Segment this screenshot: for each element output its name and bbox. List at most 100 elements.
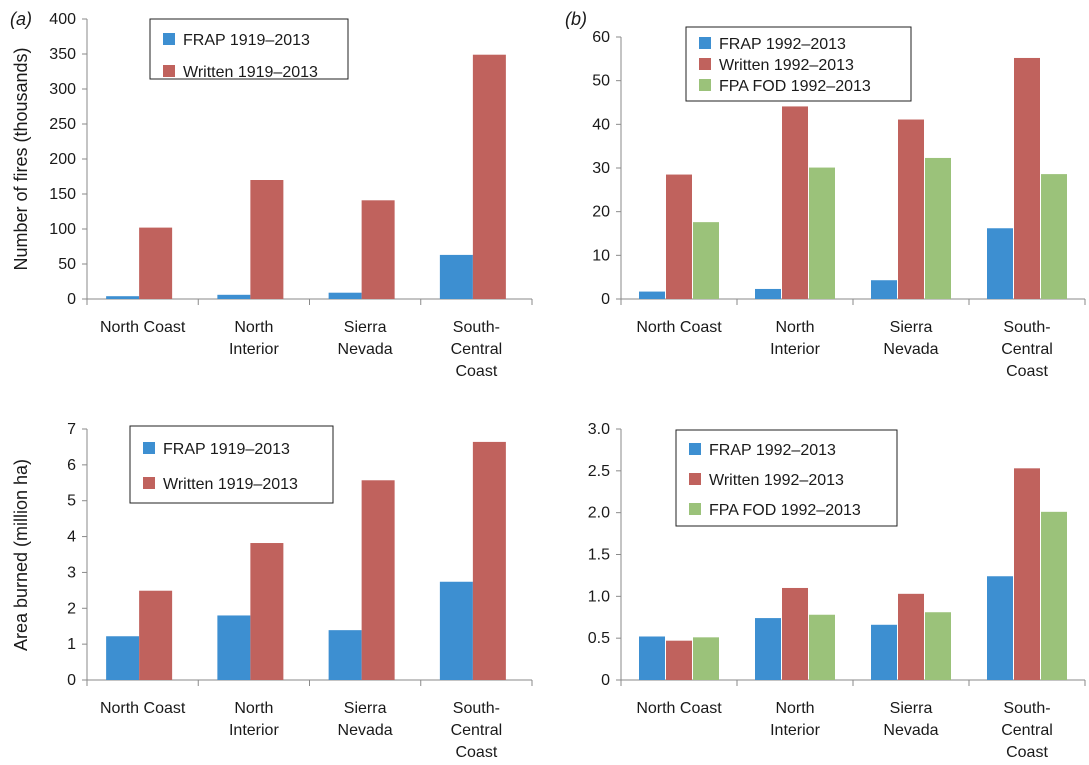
y-tick-label: 10 xyxy=(592,247,610,264)
x-category-label-line: Coast xyxy=(455,363,497,380)
legend-swatch xyxy=(163,65,175,77)
x-category-label-line: Central xyxy=(1001,722,1053,739)
x-category-label-line: South- xyxy=(453,319,500,336)
x-category-label: Sierra Nevada xyxy=(338,319,393,358)
bar xyxy=(361,480,395,680)
x-category-label-line: Nevada xyxy=(883,722,938,739)
x-category-label: North Coast xyxy=(100,319,186,336)
y-tick-label: 1 xyxy=(67,636,76,653)
x-category-label-line: South- xyxy=(1003,319,1050,336)
panel-label: (b) xyxy=(565,9,587,29)
x-category-label: Sierra Nevada xyxy=(338,700,393,739)
x-category-label-line: Central xyxy=(451,722,503,739)
bar xyxy=(693,222,719,299)
bar xyxy=(898,119,924,299)
y-tick-label: 1.5 xyxy=(588,547,610,564)
legend-label: Written 1992–2013 xyxy=(709,472,844,489)
bar xyxy=(871,280,897,299)
legend-swatch xyxy=(699,37,711,49)
x-category-label: North Coast xyxy=(100,700,186,717)
y-tick-label: 0 xyxy=(601,291,610,308)
bar xyxy=(439,254,473,299)
y-tick-label: 350 xyxy=(49,46,76,63)
bar xyxy=(328,292,362,299)
legend-label: FPA FOD 1992–2013 xyxy=(709,502,861,519)
bar xyxy=(782,587,808,680)
y-tick-label: 3 xyxy=(67,564,76,581)
y-tick-label: 0 xyxy=(67,291,76,308)
legend-label: FPA FOD 1992–2013 xyxy=(719,78,871,95)
bar xyxy=(755,618,781,680)
legend-box xyxy=(685,26,912,102)
x-category-label: South- Central Coast xyxy=(451,700,503,760)
legend-swatch xyxy=(689,503,701,515)
x-category-label-line: North Coast xyxy=(100,700,186,717)
y-axis-title: Area burned (million ha) xyxy=(11,459,31,651)
y-tick-label: 20 xyxy=(592,204,610,221)
bar xyxy=(809,167,835,299)
y-tick-label: 5 xyxy=(67,493,76,510)
bar xyxy=(217,615,251,680)
x-category-label-line: North Coast xyxy=(636,700,722,717)
x-category-label-line: Interior xyxy=(770,341,820,358)
bar xyxy=(472,54,506,300)
bar xyxy=(1041,511,1067,680)
x-category-label-line: Nevada xyxy=(883,341,938,358)
legend-label: Written 1919–2013 xyxy=(183,64,318,81)
legend-swatch xyxy=(689,473,701,485)
y-tick-label: 0.5 xyxy=(588,630,610,647)
bar xyxy=(666,174,692,299)
legend-box xyxy=(675,429,898,527)
x-category-label-line: Coast xyxy=(1006,363,1048,380)
y-tick-label: 60 xyxy=(592,29,610,46)
y-tick-label: 1.0 xyxy=(588,588,610,605)
bar xyxy=(106,296,140,299)
y-tick-label: 300 xyxy=(49,81,76,98)
bar xyxy=(782,106,808,300)
y-tick-label: 2.5 xyxy=(588,463,610,480)
x-category-label: South- Central Coast xyxy=(451,319,503,380)
bar xyxy=(755,288,781,299)
bar xyxy=(809,614,835,680)
legend-swatch xyxy=(143,442,155,454)
legend-label: Written 1919–2013 xyxy=(163,476,298,493)
y-tick-label: 2 xyxy=(67,600,76,617)
bar xyxy=(472,441,506,680)
chart-panel: 0 1 2 3 4 5 6 7 North Coast North Interior Sierra Ne… xyxy=(11,421,533,761)
bar xyxy=(250,543,284,680)
bar xyxy=(439,581,473,680)
y-tick-label: 50 xyxy=(58,256,76,273)
y-tick-label: 7 xyxy=(67,421,76,438)
bar xyxy=(693,637,719,680)
x-category-label-line: North xyxy=(234,700,273,717)
x-category-label-line: North Coast xyxy=(100,319,186,336)
legend-box xyxy=(129,425,334,504)
chart-panel: 0 10 20 30 40 50 60 North Coast North Interior Sie… xyxy=(565,9,1086,380)
legend-label: FRAP 1992–2013 xyxy=(709,442,836,459)
x-category-label: South- Central Coast xyxy=(1001,319,1053,380)
bar xyxy=(217,294,251,299)
bar xyxy=(328,630,362,680)
legend-swatch xyxy=(689,443,701,455)
bar xyxy=(925,612,951,680)
x-category-label-line: North xyxy=(775,700,814,717)
bar xyxy=(987,228,1013,299)
x-category-label-line: Sierra xyxy=(890,319,933,336)
y-tick-label: 6 xyxy=(67,457,76,474)
x-category-label-line: South- xyxy=(453,700,500,717)
legend-box xyxy=(149,18,349,80)
panel-label: (a) xyxy=(10,9,32,29)
y-tick-label: 3.0 xyxy=(588,421,610,438)
bar xyxy=(639,636,665,680)
x-category-label-line: Interior xyxy=(229,722,279,739)
bar xyxy=(139,590,173,680)
y-tick-label: 4 xyxy=(67,529,76,546)
y-tick-label: 30 xyxy=(592,160,610,177)
x-category-label-line: Nevada xyxy=(338,722,393,739)
y-tick-label: 100 xyxy=(49,221,76,238)
x-category-label: North Coast xyxy=(636,700,722,717)
bar xyxy=(361,200,395,299)
x-category-label-line: Central xyxy=(1001,341,1053,358)
y-tick-label: 250 xyxy=(49,116,76,133)
